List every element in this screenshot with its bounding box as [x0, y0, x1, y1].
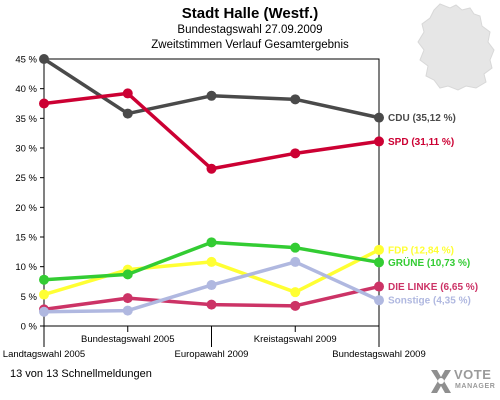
data-point — [374, 257, 384, 268]
series-end-label: DIE LINKE (6,65 %) — [388, 282, 478, 293]
data-point — [374, 295, 384, 306]
logo-text: VOTE — [454, 367, 492, 382]
y-tick-label: 30 % — [15, 144, 37, 155]
data-point — [122, 88, 133, 99]
y-tick-label: 40 % — [15, 84, 37, 95]
data-point — [374, 136, 384, 147]
series-line — [42, 91, 381, 171]
vote-x-icon — [431, 370, 451, 393]
y-tick-label: 5 % — [21, 292, 38, 303]
y-tick-label: 45 % — [15, 55, 37, 66]
data-point — [39, 274, 49, 285]
data-point — [206, 280, 217, 291]
series-end-label: CDU (35,12 %) — [388, 113, 456, 124]
x-tick-label: Landtagswahl 2005 — [3, 349, 85, 360]
data-point — [206, 256, 217, 267]
data-point — [39, 54, 49, 64]
data-point — [122, 293, 133, 304]
y-tick-label: 25 % — [15, 173, 37, 184]
series-end-label: FDP (12,84 %) — [388, 245, 454, 256]
x-tick-label: Bundestagswahl 2009 — [332, 349, 426, 360]
data-point — [39, 306, 49, 317]
data-point — [290, 148, 301, 159]
data-point — [122, 269, 133, 280]
series-end-label: SPD (31,11 %) — [388, 137, 454, 148]
data-point — [122, 108, 133, 119]
chart-header: Stadt Halle (Westf.) Bundestagswahl 27.0… — [0, 4, 500, 53]
data-point — [290, 242, 301, 253]
data-point — [374, 244, 384, 255]
data-point — [39, 98, 49, 109]
chart-subtitle: Bundestagswahl 27.09.2009 — [177, 24, 323, 36]
logo-subtext: MANAGER — [455, 383, 496, 390]
x-tick-label: Europawahl 2009 — [175, 349, 249, 360]
data-point — [206, 163, 217, 174]
data-point — [290, 256, 301, 267]
y-tick-label: 35 % — [15, 114, 37, 125]
data-point — [206, 237, 217, 248]
data-point — [206, 299, 217, 310]
germany-map-icon — [417, 3, 495, 91]
data-point — [290, 94, 301, 105]
series-end-label: Sonstige (4,35 %) — [388, 296, 471, 307]
chart-title: Stadt Halle (Westf.) — [181, 5, 319, 22]
reports-count-note: 13 von 13 Schnellmeldungen — [10, 368, 152, 380]
y-tick-label: 10 % — [15, 262, 37, 273]
data-point — [374, 112, 384, 123]
vote-manager-logo: VOTE MANAGER — [428, 366, 498, 398]
x-tick-label: Bundestagswahl 2005 — [81, 334, 175, 345]
y-tick-label: 0 % — [21, 322, 38, 333]
data-point — [39, 289, 49, 300]
series-end-label: GRÜNE (10,73 %) — [388, 256, 470, 269]
series-line — [42, 57, 381, 120]
data-point — [290, 300, 301, 311]
data-point — [122, 305, 133, 316]
y-tick-label: 15 % — [15, 233, 37, 244]
x-tick-label: Kreistagswahl 2009 — [254, 334, 337, 345]
data-point — [290, 287, 301, 298]
chart-subtitle-2: Zweitstimmen Verlauf Gesamtergebnis — [151, 39, 349, 51]
y-tick-label: 20 % — [15, 203, 37, 214]
data-point — [206, 90, 217, 101]
data-point — [374, 281, 384, 292]
